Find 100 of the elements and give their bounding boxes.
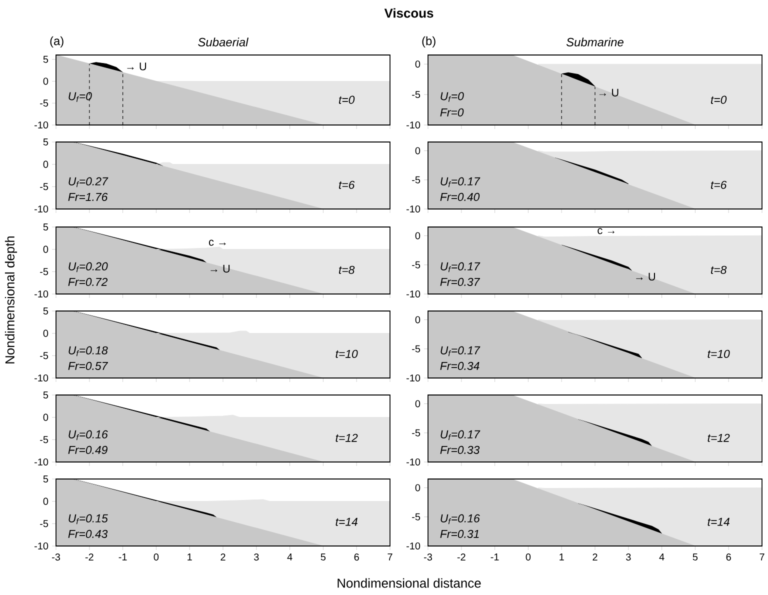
x-tick-label: 6 bbox=[354, 554, 359, 561]
annotation: Fr=0.72 bbox=[68, 278, 108, 286]
y-tick-label: -10 bbox=[34, 121, 48, 129]
x-tick-label: 2 bbox=[592, 554, 598, 560]
x-tick-label: 6 bbox=[726, 554, 731, 561]
y-tick-label: -10 bbox=[34, 205, 48, 213]
annotation: → U bbox=[599, 88, 618, 96]
annotation: t=12 bbox=[708, 434, 730, 442]
y-tick-label: 0 bbox=[43, 160, 48, 168]
annotation: Fr=0.34 bbox=[440, 362, 480, 370]
annotation: → U bbox=[127, 62, 146, 70]
y-tick-label: -10 bbox=[34, 542, 48, 550]
y-tick-label: 0 bbox=[415, 484, 420, 492]
y-tick-label: 0 bbox=[415, 232, 420, 240]
x-tick-label: 5 bbox=[320, 554, 326, 560]
y-tick-label: -10 bbox=[406, 374, 420, 382]
text: (a) bbox=[50, 36, 64, 48]
x-tick-label: -2 bbox=[85, 554, 94, 560]
y-tick-label: 0 bbox=[415, 316, 420, 324]
y-tick-label: -5 bbox=[40, 268, 48, 276]
y-tick-label: 0 bbox=[415, 400, 420, 408]
y-tick-label: 5 bbox=[43, 224, 48, 230]
y-tick-label: 0 bbox=[43, 78, 48, 85]
annotation: Fr=0.37 bbox=[440, 278, 480, 286]
y-tick-label: -10 bbox=[406, 542, 420, 550]
annotation: U$_{f}$=0.17 bbox=[440, 430, 480, 440]
y-axis-title: Nondimensional depth bbox=[4, 236, 18, 364]
y-tick-label: -10 bbox=[406, 458, 420, 466]
annotation: t=10 bbox=[708, 350, 730, 358]
x-tick-label: 0 bbox=[526, 554, 531, 561]
annotation: Fr=0.33 bbox=[440, 446, 480, 454]
x-tick-label: 3 bbox=[254, 554, 259, 561]
x-tick-label: 4 bbox=[287, 554, 292, 560]
annotation: t=14 bbox=[336, 518, 358, 526]
text: (b) bbox=[422, 36, 436, 48]
y-tick-label: -5 bbox=[412, 513, 420, 520]
chart-subtitle: Submarine bbox=[566, 38, 624, 46]
annotation: t=12 bbox=[336, 434, 358, 442]
x-tick-label: 5 bbox=[692, 554, 698, 560]
annotation: Fr=1.76 bbox=[68, 192, 108, 201]
x-tick-label: -3 bbox=[52, 554, 60, 561]
x-tick-label: 3 bbox=[626, 554, 631, 561]
annotation: t=8 bbox=[338, 266, 355, 274]
x-tick-label: -1 bbox=[118, 554, 127, 560]
annotation: U$_{f}$=0 bbox=[440, 92, 464, 102]
y-tick-label: 0 bbox=[43, 330, 48, 337]
annotation: t=10 bbox=[336, 350, 358, 358]
x-tick-label: -3 bbox=[424, 554, 432, 561]
annotation: U$_{f}$=0.17 bbox=[440, 262, 480, 272]
annotation: U$_{f}$=0.27 bbox=[68, 177, 108, 188]
y-tick-label: 5 bbox=[43, 476, 48, 482]
annotation: → U bbox=[210, 264, 230, 273]
y-tick-label: -5 bbox=[40, 100, 48, 107]
y-tick-label: 0 bbox=[43, 246, 48, 253]
chart-title: Viscous bbox=[384, 8, 434, 18]
annotation: U$_{f}$=0.20 bbox=[68, 262, 108, 272]
annotation: Fr=0.40 bbox=[440, 192, 480, 201]
y-tick-label: 0 bbox=[43, 498, 48, 505]
annotation: Fr=0.57 bbox=[68, 362, 108, 370]
annotation: U$_{f}$=0.16 bbox=[68, 430, 108, 440]
annotation: U$_{f}$=0.17 bbox=[440, 346, 480, 356]
annotation: t=14 bbox=[708, 518, 730, 526]
annotation: t=8 bbox=[710, 266, 727, 274]
y-tick-label: 5 bbox=[43, 392, 48, 398]
y-tick-label: 5 bbox=[43, 308, 48, 314]
x-tick-label: -2 bbox=[457, 554, 466, 560]
y-tick-label: 0 bbox=[415, 147, 420, 154]
annotation: t=6 bbox=[338, 180, 355, 189]
annotation: c → bbox=[598, 228, 614, 234]
y-tick-label: -10 bbox=[406, 290, 420, 298]
annotation: t=0 bbox=[338, 96, 355, 104]
y-tick-label: -5 bbox=[40, 520, 48, 528]
x-tick-label: 0 bbox=[154, 554, 159, 561]
y-tick-label: -5 bbox=[412, 91, 420, 98]
y-tick-label: -5 bbox=[412, 176, 420, 184]
annotation: t=0 bbox=[710, 96, 727, 104]
x-tick-label: 7 bbox=[388, 554, 392, 560]
annotation: Fr=0 bbox=[440, 108, 464, 116]
x-axis-title: Nondimensional distance bbox=[338, 578, 481, 588]
y-tick-label: 0 bbox=[415, 60, 420, 68]
y-tick-label: -5 bbox=[412, 345, 420, 352]
chart-subtitle: Subaerial bbox=[198, 38, 249, 46]
annotation: Fr=0.31 bbox=[440, 530, 479, 538]
x-tick-label: -1 bbox=[490, 554, 499, 560]
annotation: U$_{f}$=0.15 bbox=[68, 514, 108, 524]
annotation: U$_{f}$=0 bbox=[68, 92, 92, 102]
y-tick-label: 5 bbox=[43, 56, 48, 63]
y-tick-label: -5 bbox=[40, 352, 48, 360]
y-tick-label: -10 bbox=[406, 205, 420, 213]
annotation: Fr=0.43 bbox=[68, 530, 108, 538]
y-tick-label: -10 bbox=[406, 121, 420, 129]
x-tick-label: 1 bbox=[188, 554, 192, 560]
annotation: t=6 bbox=[710, 180, 727, 189]
y-tick-label: 5 bbox=[43, 138, 48, 146]
x-tick-label: 2 bbox=[220, 554, 226, 560]
y-tick-label: -5 bbox=[412, 261, 420, 268]
y-tick-label: -10 bbox=[34, 458, 48, 466]
y-tick-label: 0 bbox=[43, 414, 48, 421]
annotation: U$_{f}$=0.16 bbox=[440, 514, 480, 524]
x-tick-label: 1 bbox=[560, 554, 564, 560]
